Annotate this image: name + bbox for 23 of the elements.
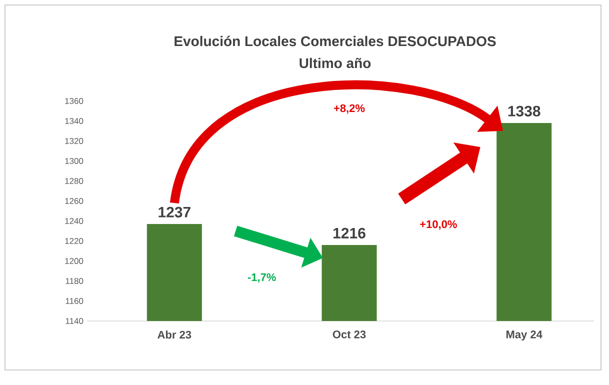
y-tick-label: 1160 — [66, 298, 84, 304]
x-tick-label: May 24 — [506, 330, 542, 340]
chart-title: Evolución Locales Comerciales DESOCUPADOS — [174, 36, 496, 46]
y-tick-label: 1200 — [65, 258, 84, 264]
y-tick-label: 1320 — [65, 138, 84, 144]
annotation: +10,0% — [420, 220, 457, 230]
chart-subtitle: Ultimo año — [300, 58, 371, 68]
data-label: 1216 — [334, 228, 366, 238]
y-tick-label: 1240 — [65, 218, 84, 224]
y-tick-label: 1180 — [66, 278, 84, 284]
y-tick-label: 1340 — [65, 118, 84, 124]
y-tick-label: 1140 — [66, 318, 84, 324]
y-tick-label: 1280 — [65, 178, 84, 184]
y-tick-label: 1220 — [65, 238, 84, 244]
y-tick-label: 1360 — [65, 98, 84, 104]
data-label: 1237 — [158, 206, 190, 218]
y-tick-label: 1260 — [65, 198, 84, 204]
y-tick-label: 1300 — [65, 158, 84, 164]
data-label: 1338 — [508, 106, 540, 116]
x-tick-label: Oct 23 — [332, 330, 366, 338]
annotation: -1,7% — [248, 273, 276, 283]
annotation: +8,2% — [334, 104, 365, 114]
x-tick-label: Abr 23 — [158, 330, 192, 339]
